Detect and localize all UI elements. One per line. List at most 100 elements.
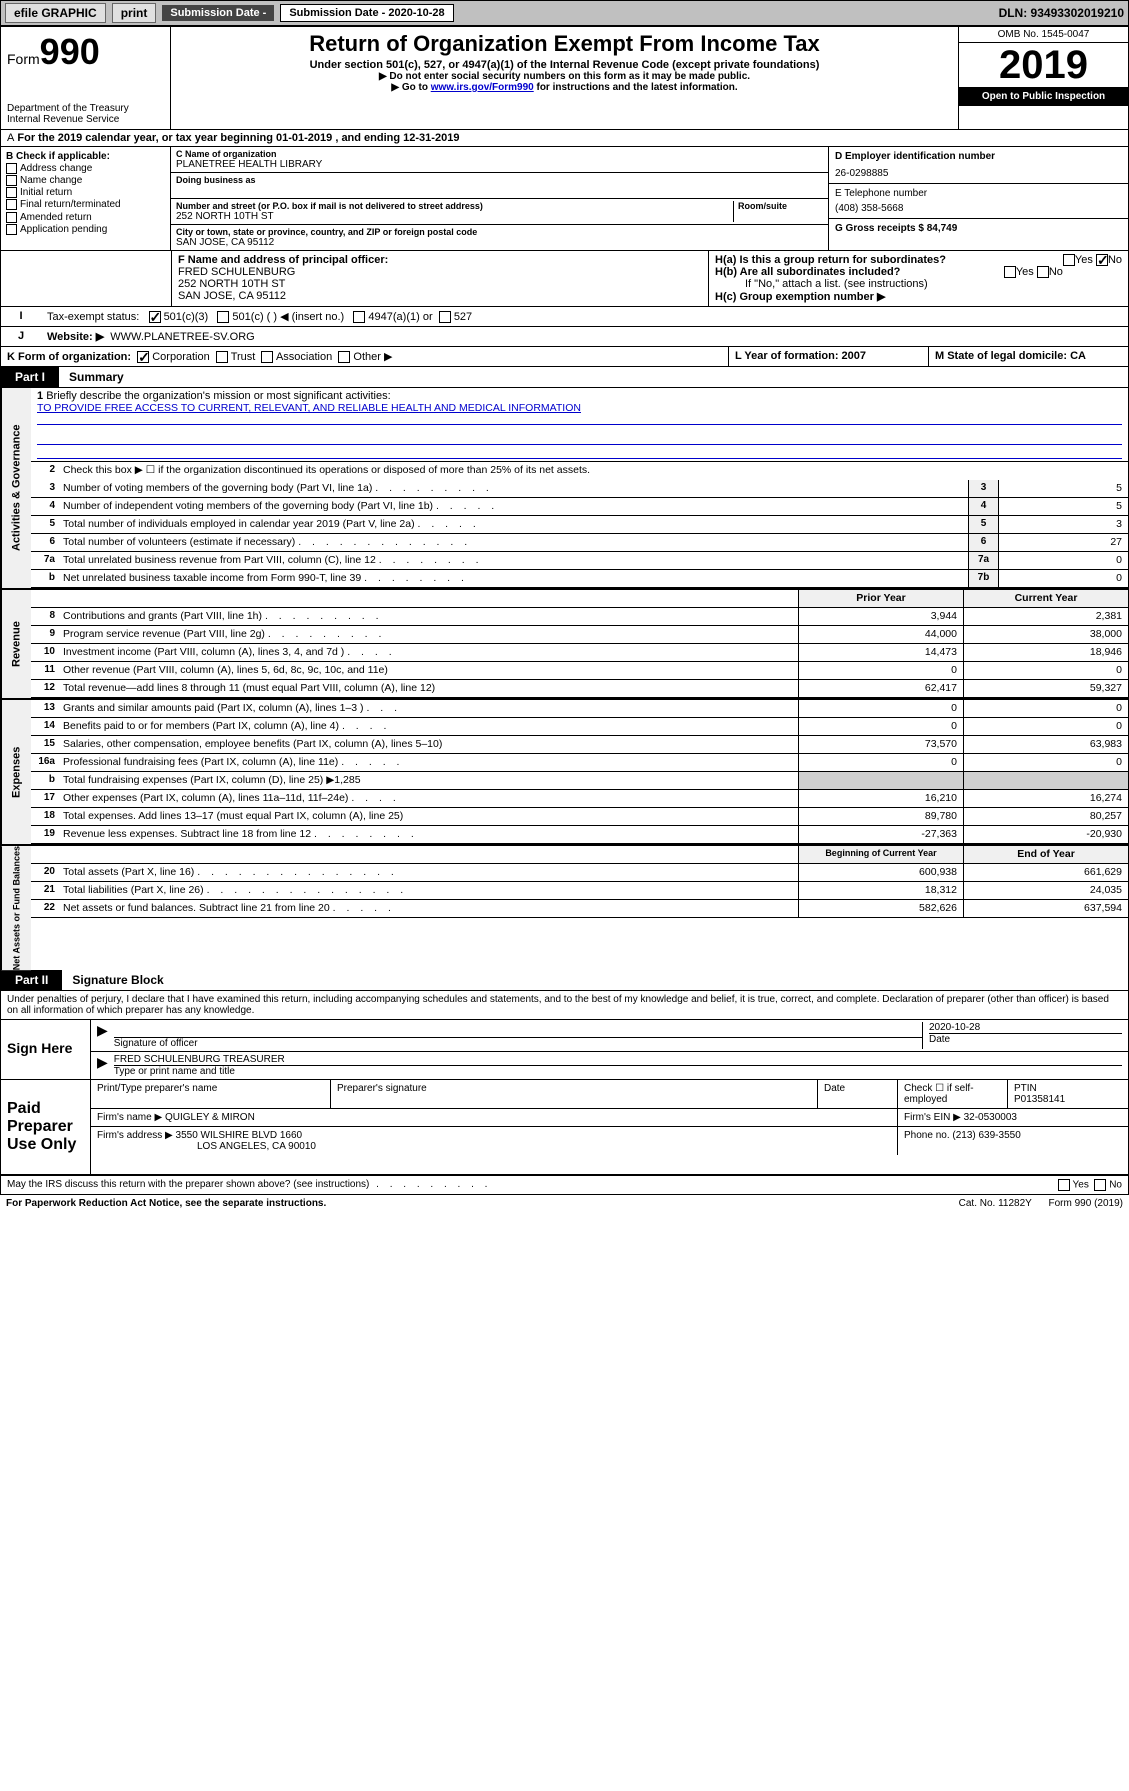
box-j: J Website: ▶ WWW.PLANETREE-SV.ORG — [1, 327, 1128, 347]
cb-501c[interactable] — [217, 311, 229, 323]
efile-graphic-button[interactable]: efile GRAPHIC — [5, 3, 106, 23]
cb-501c3[interactable] — [149, 311, 161, 323]
ha-yes[interactable] — [1063, 254, 1075, 266]
p14: 0 — [798, 718, 963, 735]
part-1-title: Summary — [59, 370, 124, 384]
discuss-no[interactable] — [1094, 1179, 1106, 1191]
discuss-yes[interactable] — [1058, 1179, 1070, 1191]
c21: 24,035 — [963, 882, 1128, 899]
line-11: Other revenue (Part VIII, column (A), li… — [59, 662, 798, 679]
line-2: Check this box ▶ ☐ if the organization d… — [59, 462, 1128, 480]
form-subtitle-3: ▶ Go to www.irs.gov/Form990 for instruct… — [179, 82, 950, 93]
line-7b: Net unrelated business taxable income fr… — [63, 572, 361, 584]
officer-name: FRED SCHULENBURG — [178, 266, 295, 278]
prep-selfemp: Check ☐ if self-employed — [898, 1080, 1008, 1108]
discuss-row: May the IRS discuss this return with the… — [1, 1175, 1128, 1194]
line-13: Grants and similar amounts paid (Part IX… — [63, 702, 364, 714]
checkbox-application-pending[interactable] — [6, 224, 17, 235]
dln-value: DLN: 93493302019210 — [999, 6, 1124, 20]
addr-label: Number and street (or P.O. box if mail i… — [176, 201, 733, 211]
vtab-net-assets: Net Assets or Fund Balances — [1, 846, 31, 970]
cb-other[interactable] — [338, 351, 350, 363]
checkbox-address-change[interactable] — [6, 163, 17, 174]
hb-no[interactable] — [1037, 266, 1049, 278]
submission-date-label: Submission Date - — [162, 5, 274, 21]
line-12: Total revenue—add lines 8 through 11 (mu… — [59, 680, 798, 697]
form-header: Form990 Department of the Treasury Inter… — [1, 27, 1128, 130]
firm-addr2: LOS ANGELES, CA 90010 — [97, 1141, 316, 1152]
cb-527[interactable] — [439, 311, 451, 323]
p10: 14,473 — [798, 644, 963, 661]
firm-name: QUIGLEY & MIRON — [165, 1112, 255, 1123]
tax-year: 2019 — [959, 43, 1128, 87]
form-subtitle-1: Under section 501(c), 527, or 4947(a)(1)… — [179, 59, 950, 71]
part-1-header: Part I Summary — [1, 367, 1128, 388]
line-6: Total number of volunteers (estimate if … — [63, 536, 295, 548]
c8: 2,381 — [963, 608, 1128, 625]
tax-exempt-label: Tax-exempt status: — [47, 311, 139, 323]
form-title: Return of Organization Exempt From Incom… — [179, 31, 950, 57]
cb-assoc[interactable] — [261, 351, 273, 363]
sign-here-block: Sign Here ▶ Signature of officer 2020-10… — [1, 1020, 1128, 1080]
box-f-h: F Name and address of principal officer:… — [1, 251, 1128, 307]
form-org-label: K Form of organization: — [7, 351, 131, 363]
state-domicile: M State of legal domicile: CA — [935, 350, 1086, 362]
top-toolbar: efile GRAPHIC print Submission Date - Su… — [0, 0, 1129, 26]
checkbox-final-return[interactable] — [6, 199, 17, 210]
c14: 0 — [963, 718, 1128, 735]
phone-value: (408) 358-5668 — [835, 203, 1122, 214]
form-container: Form990 Department of the Treasury Inter… — [0, 26, 1129, 1195]
line-3: Number of voting members of the governin… — [63, 482, 372, 494]
section-expenses: Expenses 13Grants and similar amounts pa… — [1, 700, 1128, 846]
cb-4947[interactable] — [353, 311, 365, 323]
form-version: Form 990 (2019) — [1049, 1198, 1123, 1209]
box-b: B Check if applicable: Address change Na… — [1, 147, 171, 250]
p12: 62,417 — [798, 680, 963, 697]
org-name: PLANETREE HEALTH LIBRARY — [176, 159, 823, 170]
discuss-question: May the IRS discuss this return with the… — [7, 1179, 369, 1191]
line-16a: Professional fundraising fees (Part IX, … — [63, 756, 338, 768]
p22: 582,626 — [798, 900, 963, 917]
ha-no[interactable] — [1096, 254, 1108, 266]
c10: 18,946 — [963, 644, 1128, 661]
line-20: Total assets (Part X, line 16) — [63, 866, 194, 878]
firm-addr-label: Firm's address ▶ — [97, 1130, 173, 1141]
sig-officer-label: Signature of officer — [114, 1038, 922, 1049]
p8: 3,944 — [798, 608, 963, 625]
hdr-end: End of Year — [963, 846, 1128, 863]
line-5: Total number of individuals employed in … — [63, 518, 415, 530]
officer-addr1: 252 NORTH 10TH ST — [178, 278, 285, 290]
paid-preparer-label: Paid Preparer Use Only — [1, 1080, 91, 1174]
box-g-label: G Gross receipts $ 84,749 — [835, 223, 957, 234]
p17: 16,210 — [798, 790, 963, 807]
print-button[interactable]: print — [112, 3, 157, 23]
p16a: 0 — [798, 754, 963, 771]
c11: 0 — [963, 662, 1128, 679]
line-18: Total expenses. Add lines 13–17 (must eq… — [59, 808, 798, 825]
line-19: Revenue less expenses. Subtract line 18 … — [63, 828, 311, 840]
val-5: 3 — [998, 516, 1128, 533]
checkbox-name-change[interactable] — [6, 175, 17, 186]
vtab-revenue: Revenue — [1, 590, 31, 698]
val-7b: 0 — [998, 570, 1128, 587]
prep-sig-hdr: Preparer's signature — [331, 1080, 818, 1108]
hb-yes[interactable] — [1004, 266, 1016, 278]
line-4: Number of independent voting members of … — [63, 500, 433, 512]
line-8: Contributions and grants (Part VIII, lin… — [63, 610, 262, 622]
val-3: 5 — [998, 480, 1128, 497]
arrow-icon: ▶ — [97, 1022, 108, 1049]
sign-date-label: Date — [929, 1034, 1122, 1045]
form-word: Form — [7, 51, 40, 67]
cb-trust[interactable] — [216, 351, 228, 363]
checkbox-initial-return[interactable] — [6, 187, 17, 198]
box-c-name-label: C Name of organization — [176, 149, 823, 159]
irs-link[interactable]: www.irs.gov/Form990 — [431, 82, 534, 93]
mission-text: TO PROVIDE FREE ACCESS TO CURRENT, RELEV… — [37, 402, 1122, 425]
prep-date-hdr: Date — [818, 1080, 898, 1108]
checkbox-amended[interactable] — [6, 212, 17, 223]
form-subtitle-2: ▶ Do not enter social security numbers o… — [179, 71, 950, 82]
line-16b: Total fundraising expenses (Part IX, col… — [59, 772, 798, 789]
cb-corp[interactable] — [137, 351, 149, 363]
line-7a: Total unrelated business revenue from Pa… — [63, 554, 376, 566]
year-formation: L Year of formation: 2007 — [735, 350, 866, 362]
